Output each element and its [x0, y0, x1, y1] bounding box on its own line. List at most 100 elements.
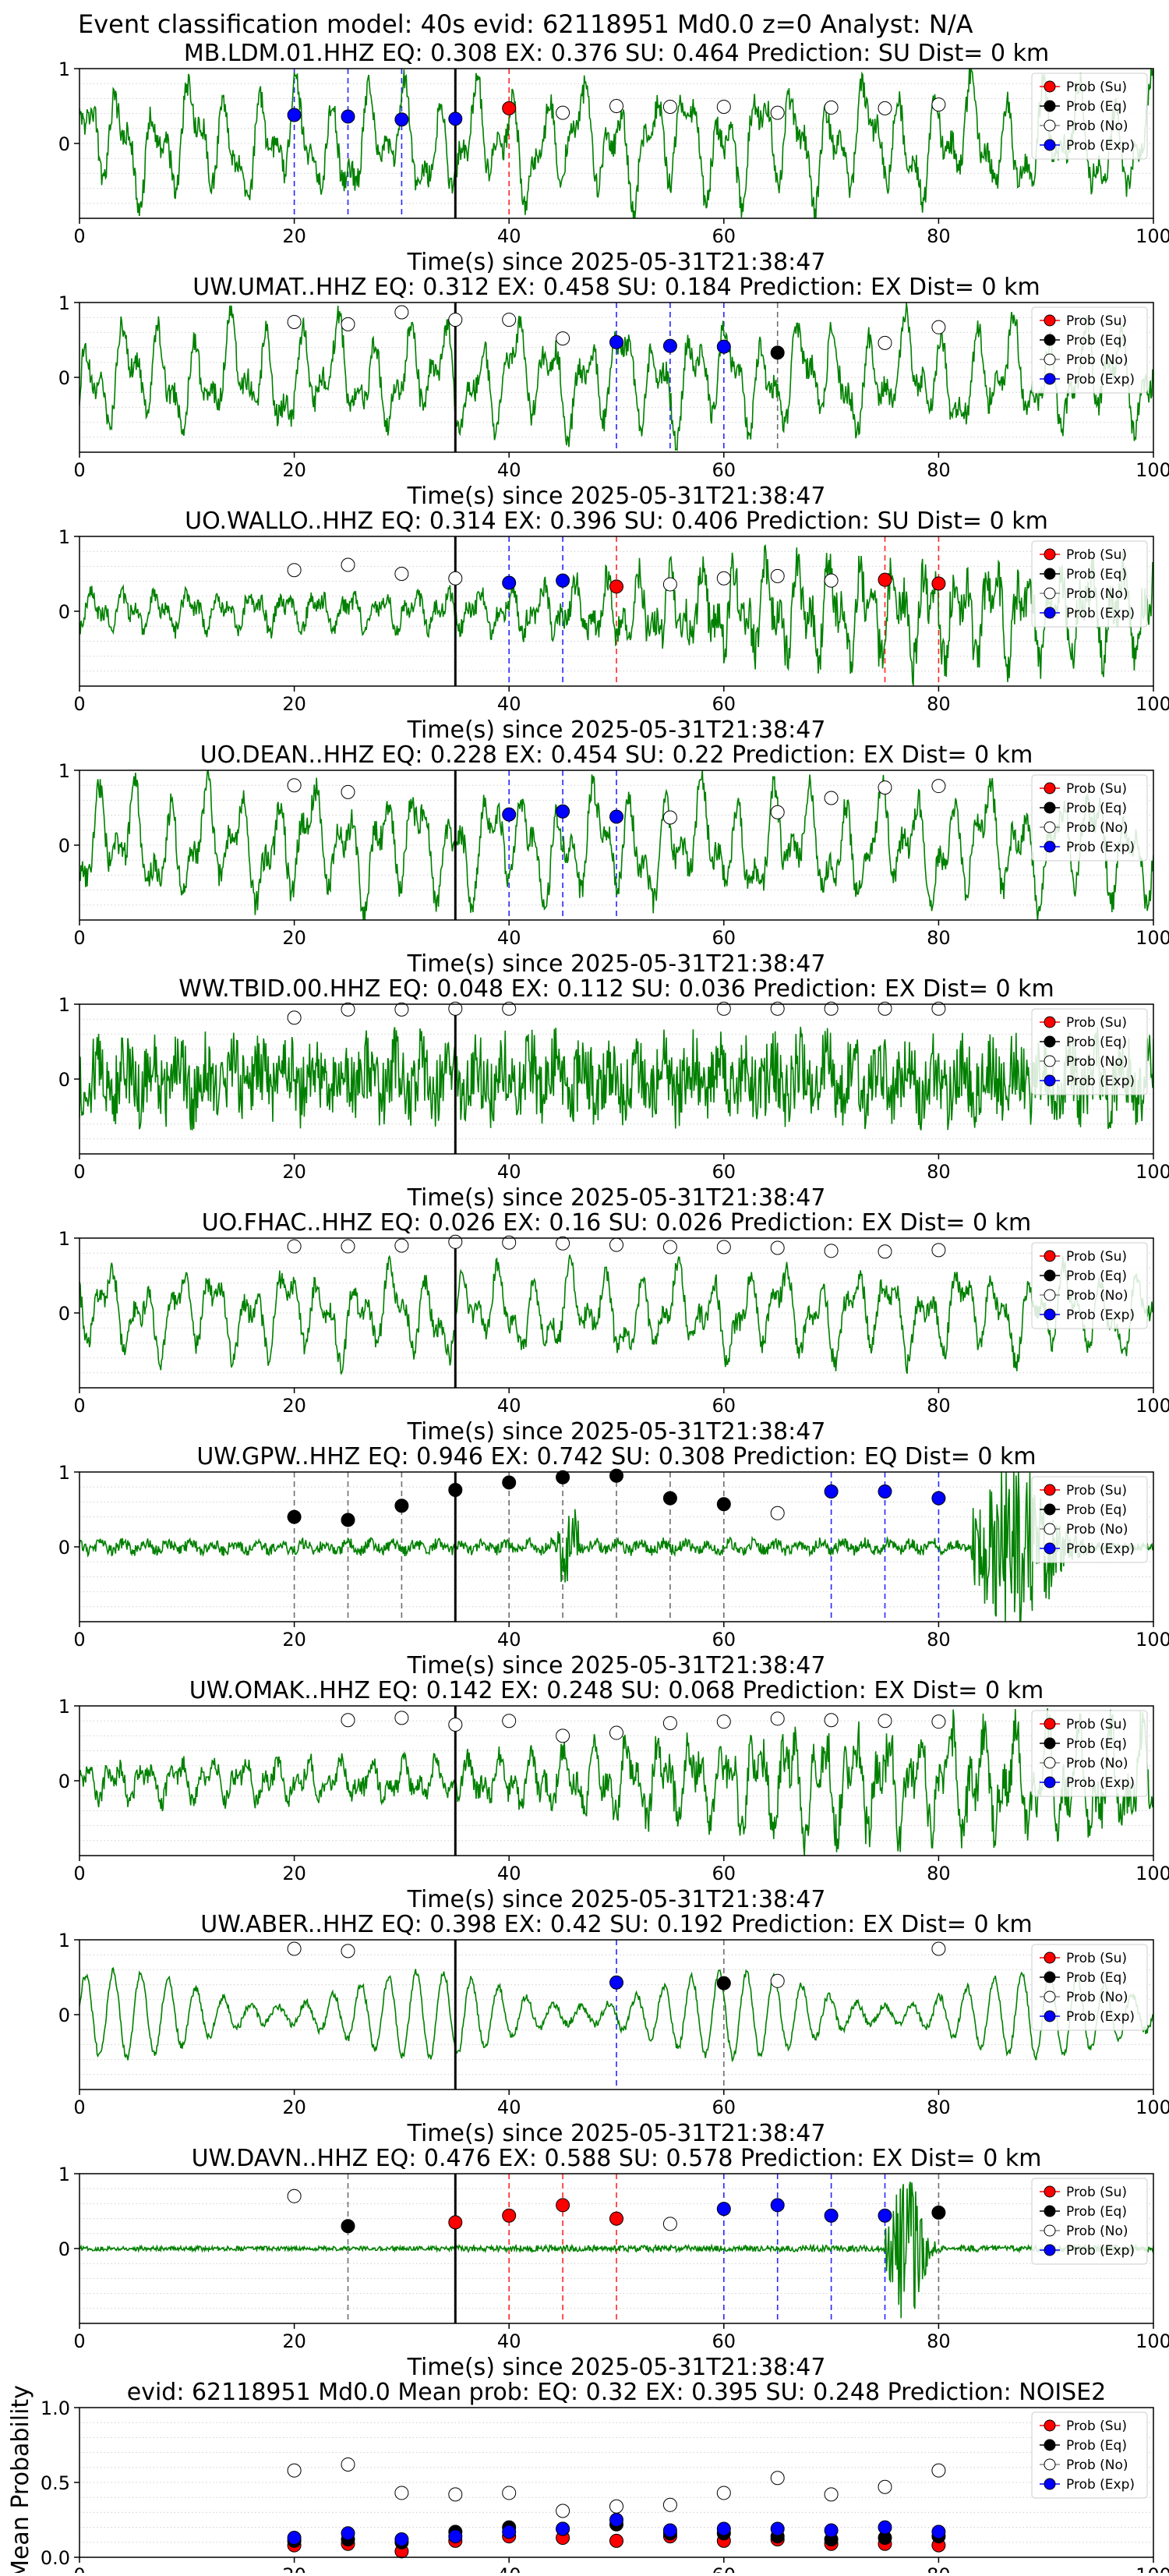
prob-marker-eq — [502, 1475, 517, 1490]
prob-marker-exp — [609, 809, 623, 824]
legend-marker-no — [1044, 119, 1056, 132]
legend-marker-no — [1044, 821, 1056, 833]
legend-label-eq: Prob (Eq) — [1066, 2204, 1127, 2220]
legend-label-eq: Prob (Eq) — [1066, 801, 1127, 816]
legend-label-no: Prob (No) — [1066, 119, 1128, 134]
x-tick-label: 40 — [497, 2564, 521, 2573]
x-tick-label: 80 — [927, 2330, 951, 2352]
prob-marker-no — [287, 1239, 302, 1254]
mean-marker-no — [770, 2471, 785, 2486]
legend-marker-no — [1044, 2458, 1056, 2471]
panel-title: UW.OMAK..HHZ EQ: 0.142 EX: 0.248 SU: 0.0… — [189, 1677, 1044, 1704]
legend-label-eq: Prob (Eq) — [1066, 1970, 1127, 1986]
prob-marker-no — [556, 331, 570, 346]
legend-marker-exp — [1044, 2244, 1056, 2256]
y-tick-label: 0 — [58, 835, 70, 857]
legend-marker-eq — [1044, 801, 1056, 814]
legend-label-exp: Prob (Exp) — [1066, 2477, 1135, 2493]
prob-marker-exp — [770, 2198, 785, 2213]
legend-label-exp: Prob (Exp) — [1066, 372, 1135, 387]
x-tick-label: 40 — [497, 1629, 521, 1651]
panel-title: WW.TBID.00.HHZ EQ: 0.048 EX: 0.112 SU: 0… — [178, 975, 1054, 1003]
y-tick-label: 0 — [58, 2005, 70, 2026]
x-tick-label: 80 — [927, 225, 951, 247]
legend-label-su: Prob (Su) — [1066, 80, 1127, 95]
x-tick-label: 20 — [282, 1395, 306, 1417]
legend-label-exp: Prob (Exp) — [1066, 1775, 1135, 1791]
prob-marker-no — [662, 1716, 677, 1731]
legend-label-exp: Prob (Exp) — [1066, 2243, 1135, 2259]
legend-label-no: Prob (No) — [1066, 1522, 1128, 1537]
legend-label-su: Prob (Su) — [1066, 2185, 1127, 2200]
waveform-trace — [79, 1472, 1153, 1622]
x-axis-label: Time(s) since 2025-05-31T21:38:47 — [407, 2120, 826, 2147]
x-axis-label: Time(s) since 2025-05-31T21:38:47 — [407, 2354, 826, 2381]
prob-marker-exp — [448, 111, 463, 126]
prob-marker-no — [287, 563, 302, 578]
panel-3: UO.DEAN..HHZ EQ: 0.228 EX: 0.454 SU: 0.2… — [58, 741, 1169, 978]
mean-marker-exp — [931, 2525, 946, 2539]
prob-marker-su — [609, 2211, 623, 2226]
prob-marker-no — [878, 1001, 892, 1016]
panel-title: UO.DEAN..HHZ EQ: 0.228 EX: 0.454 SU: 0.2… — [200, 741, 1033, 769]
x-tick-label: 40 — [497, 1395, 521, 1417]
prob-marker-no — [716, 1001, 731, 1016]
legend-marker-su — [1044, 1250, 1056, 1262]
x-tick-label: 20 — [282, 2330, 306, 2352]
panel-legend: Prob (Su) Prob (Eq) Prob (No) Prob (Exp) — [1031, 1242, 1148, 1329]
mean-marker-no — [824, 2487, 839, 2502]
y-tick-label: 1 — [58, 1462, 70, 1484]
prob-marker-no — [824, 573, 839, 588]
legend-marker-no — [1044, 1990, 1056, 2003]
prob-marker-exp — [341, 109, 355, 124]
mean-marker-no — [609, 2499, 623, 2514]
x-tick-label: 60 — [712, 225, 736, 247]
prob-marker-no — [448, 1234, 463, 1249]
panel-7: UW.OMAK..HHZ EQ: 0.142 EX: 0.248 SU: 0.0… — [58, 1677, 1169, 1913]
y-tick-label: 0 — [58, 1303, 70, 1325]
legend-label-eq: Prob (Eq) — [1066, 333, 1127, 349]
legend-marker-exp — [1044, 607, 1056, 619]
legend-marker-su — [1044, 1484, 1056, 1496]
panel-10: evid: 62118951 Md0.0 Mean prob: EQ: 0.32… — [7, 2379, 1169, 2576]
prob-marker-no — [931, 1243, 946, 1258]
prob-marker-no — [931, 1001, 946, 1016]
legend-label-exp: Prob (Exp) — [1066, 1541, 1135, 1557]
legend-frame — [1031, 2178, 1148, 2265]
waveform-trace — [79, 1254, 1153, 1375]
mean-marker-no — [448, 2487, 463, 2502]
y-tick-label: 0.5 — [41, 2472, 70, 2494]
mean-marker-exp — [448, 2529, 463, 2544]
x-tick-label: 0 — [73, 693, 85, 715]
legend-frame — [1031, 73, 1148, 160]
y-tick-label: 1 — [58, 1696, 70, 1718]
legend-label-eq: Prob (Eq) — [1066, 1736, 1127, 1752]
panel-legend: Prob (Su) Prob (Eq) Prob (No) Prob (Exp) — [1031, 73, 1148, 160]
prob-marker-no — [662, 2217, 677, 2231]
panels: MB.LDM.01.HHZ EQ: 0.308 EX: 0.376 SU: 0.… — [7, 40, 1169, 2576]
legend-label-eq: Prob (Eq) — [1066, 1502, 1127, 1518]
legend-label-no: Prob (No) — [1066, 1288, 1128, 1304]
mean-marker-no — [662, 2497, 677, 2512]
x-tick-label: 40 — [497, 1863, 521, 1884]
mean-marker-no — [878, 2479, 892, 2494]
legend-marker-eq — [1044, 1971, 1056, 1983]
x-tick-label: 100 — [1135, 693, 1169, 715]
prob-marker-no — [502, 1001, 517, 1016]
legend-label-no: Prob (No) — [1066, 2457, 1128, 2473]
legend-marker-exp — [1044, 1074, 1056, 1087]
legend-marker-su — [1044, 1016, 1056, 1028]
mean-marker-exp — [394, 2532, 409, 2546]
x-tick-label: 60 — [712, 459, 736, 481]
prob-marker-no — [287, 1010, 302, 1025]
prob-marker-no — [341, 1002, 355, 1017]
panel-legend: Prob (Su) Prob (Eq) Prob (No) Prob (Exp) — [1031, 1008, 1148, 1095]
prob-marker-eq — [448, 1483, 463, 1498]
prob-marker-no — [662, 99, 677, 114]
prob-marker-eq — [341, 2219, 355, 2234]
y-axis-label: Mean Probability — [7, 2385, 34, 2573]
mean-marker-exp — [824, 2523, 839, 2538]
legend-marker-exp — [1044, 1308, 1056, 1321]
x-tick-label: 80 — [927, 1863, 951, 1884]
panel-9: UW.DAVN..HHZ EQ: 0.476 EX: 0.588 SU: 0.5… — [58, 2145, 1169, 2381]
